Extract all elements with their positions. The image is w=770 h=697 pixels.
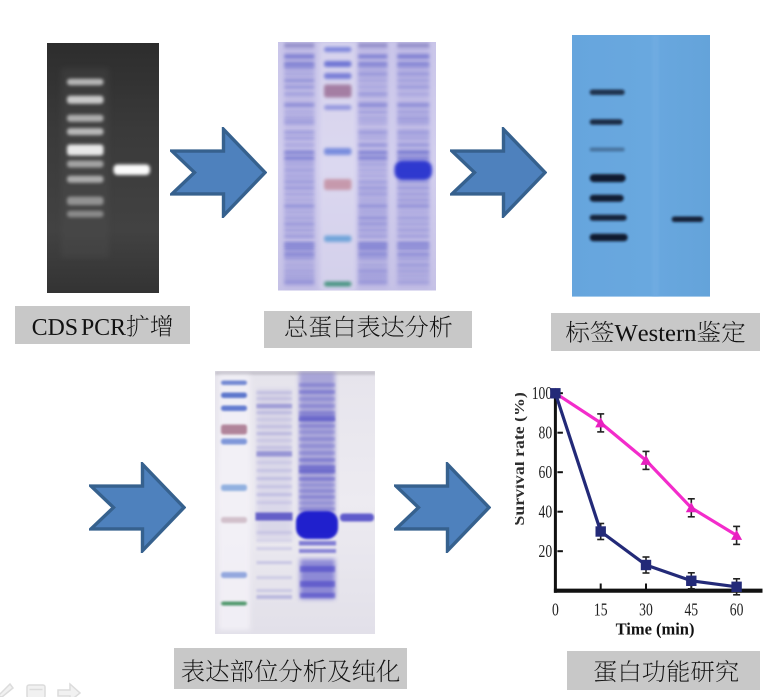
svg-text:45: 45	[684, 601, 698, 620]
svg-text:40: 40	[539, 503, 553, 522]
svg-text:15: 15	[594, 601, 608, 620]
svg-text:Survival rate (%): Survival rate (%)	[515, 392, 528, 525]
svg-text:0: 0	[552, 601, 559, 620]
svg-text:30: 30	[639, 601, 653, 620]
svg-text:60: 60	[539, 464, 553, 483]
svg-text:100: 100	[532, 385, 553, 404]
svg-text:60: 60	[730, 601, 744, 620]
svg-text:20: 20	[539, 543, 553, 562]
svg-text:80: 80	[539, 424, 553, 443]
svg-text:Time (min): Time (min)	[616, 619, 695, 638]
